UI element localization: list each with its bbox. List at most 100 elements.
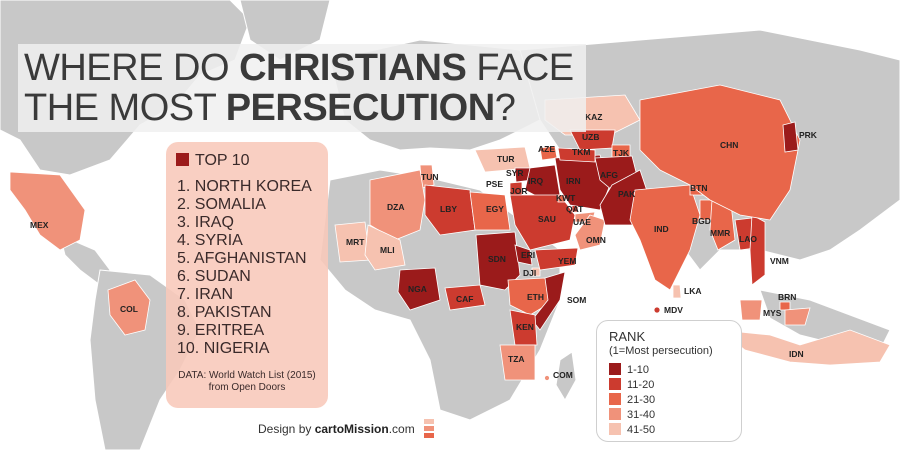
top10-list: 1. NORTH KOREA 2. SOMALIA 3. IRAQ 4. SYR… (177, 178, 312, 358)
label-chn: CHN (720, 140, 738, 150)
top10-item: 1. NORTH KOREA (177, 178, 312, 195)
label-ind: IND (654, 224, 669, 234)
credit-suffix: .com (388, 422, 415, 436)
top10-item: 7. IRAN (177, 286, 234, 303)
country-prk (782, 121, 799, 153)
country-tkm (557, 147, 596, 163)
label-mli: MLI (380, 245, 395, 255)
country-mex (9, 171, 86, 251)
label-lao: LAO (739, 234, 757, 244)
country-brn (779, 301, 791, 311)
title-line1-bold: CHRISTIANS (239, 47, 467, 89)
data-source: DATA: World Watch List (2015) from Open … (166, 370, 328, 394)
label-ken: KEN (516, 322, 534, 332)
title-line2-pre: THE MOST (24, 87, 226, 129)
label-tza: TZA (508, 354, 525, 364)
country-ken (509, 309, 538, 346)
country-dza (369, 169, 426, 241)
label-som: SOM (567, 295, 586, 305)
country-lby (424, 184, 476, 236)
title-line2-bold: PERSECUTION (225, 87, 495, 129)
label-yem: YEM (558, 256, 576, 266)
country-omn (574, 214, 606, 251)
label-pse: PSE (486, 179, 503, 189)
label-mys: MYS (763, 308, 782, 318)
top10-item: 4. SYRIA (177, 232, 243, 249)
label-dji: DJI (523, 268, 536, 278)
top10-item: 3. IRAQ (177, 214, 234, 231)
label-brn: BRN (778, 292, 796, 302)
country-tza (499, 344, 536, 381)
label-mex: MEX (30, 220, 49, 230)
label-sau: SAU (538, 214, 556, 224)
label-prk: PRK (799, 130, 818, 140)
top10-swatch (176, 153, 189, 166)
label-mdv: MDV (664, 305, 683, 315)
country-kwt (557, 194, 566, 203)
country-vnm (749, 214, 766, 286)
top10-heading-text: TOP 10 (195, 152, 250, 169)
label-col: COL (120, 304, 138, 314)
legend-swatch (609, 393, 621, 405)
legend-title: RANK (609, 329, 646, 344)
label-omn: OMN (586, 235, 606, 245)
country-som (531, 271, 566, 331)
title-line-1: WHERE DO CHRISTIANS FACE (24, 48, 574, 88)
top10-item: 2. SOMALIA (177, 196, 266, 213)
legend-item: 21-30 (609, 393, 655, 407)
rank-legend: RANK (1=Most persecution) 1-10 11-20 21-… (596, 320, 742, 442)
label-btn: BTN (690, 183, 707, 193)
country-eri (514, 244, 533, 266)
label-vnm: VNM (770, 256, 789, 266)
country-irn (554, 154, 611, 211)
top10-item: 8. PAKISTAN (177, 304, 272, 321)
legend-item: 41-50 (609, 423, 655, 437)
label-tkm: TKM (572, 147, 590, 157)
credit-line: Design by cartoMission.com (258, 422, 415, 436)
legend-swatch (609, 363, 621, 375)
legend-label: 31-40 (627, 409, 656, 421)
top10-item: 10. NIGERIA (177, 340, 270, 357)
label-kwt: KWT (556, 193, 576, 203)
label-egy: EGY (486, 204, 504, 214)
label-uae: UAE (573, 217, 591, 227)
legend-swatch (609, 408, 621, 420)
country-dji (531, 267, 541, 277)
label-eri: ERI (521, 250, 535, 260)
data-source-line-2: from Open Doors (208, 382, 286, 393)
legend-item: 31-40 (609, 408, 655, 422)
country-caf (444, 284, 486, 311)
label-bgd: BGD (692, 216, 711, 226)
label-afg: AFG (600, 170, 618, 180)
label-tur: TUR (497, 154, 514, 164)
label-kaz: KAZ (585, 112, 602, 122)
country-lka (672, 284, 682, 299)
label-mmr: MMR (710, 228, 730, 238)
top10-item: 5. AFGHANISTAN (177, 250, 307, 267)
label-idn: IDN (789, 349, 804, 359)
label-irq: IRQ (528, 176, 544, 186)
country-chn (639, 84, 801, 221)
country-idn (718, 329, 891, 366)
legend-swatch (609, 378, 621, 390)
legend-label: 41-50 (627, 424, 656, 436)
label-nga: NGA (408, 284, 427, 294)
label-tjk: TJK (613, 148, 630, 158)
label-irn: IRN (566, 176, 581, 186)
label-tun: TUN (421, 172, 438, 182)
legend-item: 1-10 (609, 363, 649, 377)
credit-prefix: Design by (258, 422, 315, 436)
country-mdv (653, 306, 661, 314)
country-labels: MEX COL TUN DZA LBY EGY MRT MLI NGA CAF … (30, 112, 818, 380)
label-mrt: MRT (346, 237, 365, 247)
title-line1-pre: WHERE DO (24, 47, 240, 89)
label-jor: JOR (510, 186, 527, 196)
label-com: COM (553, 370, 573, 380)
country-col (107, 279, 151, 336)
label-qat: QAT (566, 204, 584, 214)
top10-panel: TOP 10 1. NORTH KOREA 2. SOMALIA 3. IRAQ… (166, 142, 328, 408)
label-lka: LKA (684, 286, 701, 296)
top10-heading: TOP 10 (176, 152, 250, 170)
title-line1-post: FACE (466, 47, 574, 89)
label-pak: PAK (618, 189, 636, 199)
